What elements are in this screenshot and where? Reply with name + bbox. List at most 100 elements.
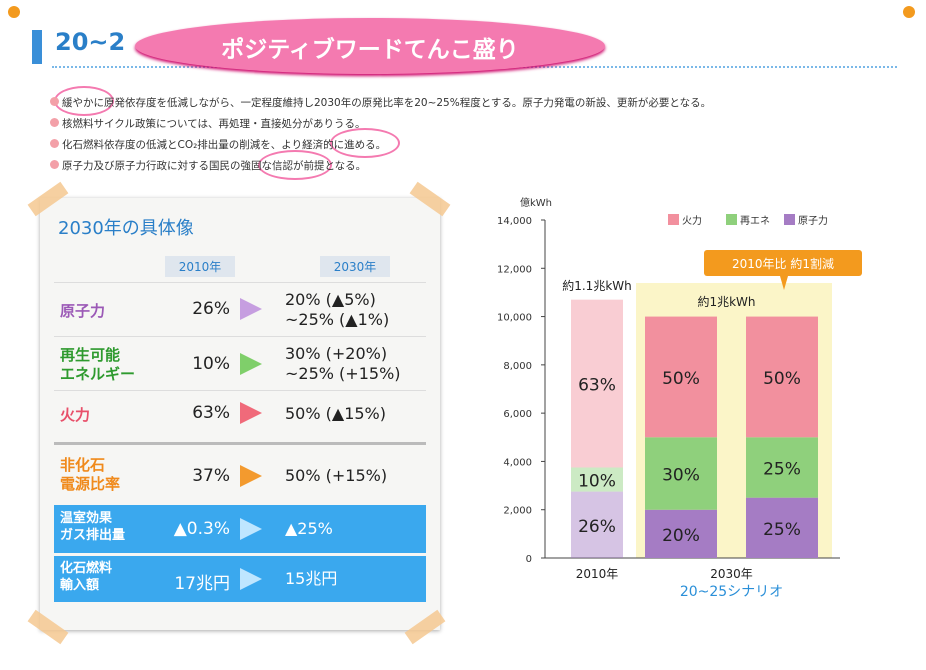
annotation: 約1兆kWh [697, 294, 755, 309]
legend-swatch [726, 214, 737, 225]
row-sep [54, 442, 426, 445]
bar-segment [571, 299, 623, 468]
value-2030: 50% (▲15%) [285, 404, 420, 424]
arrow [240, 402, 262, 424]
bar-segment [746, 316, 818, 438]
bar-segment [746, 437, 818, 498]
y-tick-label: 12,000 [497, 264, 532, 275]
segment-label: 10% [578, 472, 616, 492]
value-2010: 10% [192, 354, 230, 374]
bar-segment [645, 509, 717, 558]
y-tick-label: 4,000 [503, 457, 532, 468]
title-mark [32, 30, 42, 64]
value-line: ~25% (+15%) [285, 364, 401, 383]
label-line: 化石燃料 [60, 561, 113, 576]
row-label: 再生可能 エネルギー [60, 346, 135, 384]
y-tick-label: 6,000 [503, 409, 532, 420]
legend-swatch [784, 214, 795, 225]
y-tick-label: 10,000 [497, 313, 532, 324]
arrow [240, 568, 262, 590]
scenario-label: 20~25シナリオ [680, 584, 783, 600]
header-cell: 2010年 [165, 256, 235, 277]
row-sep [54, 282, 426, 283]
bubble-text: ポジティブワードてんこ盛り [221, 37, 519, 63]
row-sep [54, 336, 426, 337]
segment-label: 20% [662, 526, 700, 546]
row-label: 原子力 [60, 302, 105, 321]
segment-label: 63% [578, 376, 616, 396]
arrow [240, 465, 262, 487]
bar-segment [645, 437, 717, 510]
label-line: 電源比率 [60, 475, 121, 493]
bullet: 緩やかに原発依存度を低減しながら、一定程度維持し2030年の原発比率を20~25… [49, 97, 712, 109]
row-label: 非化石 電源比率 [60, 456, 120, 494]
card-title: 2030年の具体像 [58, 218, 194, 239]
label-line: 再生可能 [60, 346, 121, 364]
arrow [240, 353, 262, 375]
y-tick-label: 14,000 [497, 216, 532, 227]
value-line: 15兆円 [285, 569, 338, 588]
y-tick-label: 8,000 [503, 361, 532, 372]
value-line: 50% (▲15%) [285, 404, 386, 423]
value-line: 30% (+20%) [285, 344, 388, 363]
value-2030: 50% (+15%) [285, 466, 420, 486]
arrow [240, 518, 262, 540]
x-tick-label: 2030年 [710, 567, 753, 581]
value-2010: 17兆円 [174, 574, 230, 594]
highlight-circle [258, 150, 332, 180]
value-2010: ▲0.3% [173, 519, 230, 539]
row-label: 化石燃料 輸入額 [60, 560, 112, 594]
annotation: 約1.1兆kWh [562, 278, 632, 293]
y-axis-label: 億kWh [520, 196, 552, 209]
value-2010: 63% [192, 403, 230, 423]
legend-label: 火力 [682, 214, 702, 227]
segment-label: 50% [662, 369, 700, 389]
label-line: エネルギー [60, 365, 136, 383]
segment-label: 26% [578, 517, 616, 537]
callout-box [704, 250, 862, 276]
value-line: ~25% (▲1%) [285, 310, 390, 329]
segment-label: 30% [662, 466, 700, 486]
segment-label: 25% [763, 520, 801, 540]
corner-dot [8, 6, 20, 18]
highlight-circle [330, 128, 400, 158]
value-2030: ▲25% [285, 519, 420, 539]
label-line: 輸入額 [60, 578, 100, 593]
label-line: ガス排出量 [60, 528, 126, 543]
label-line: 温室効果 [60, 511, 113, 526]
arrow [240, 298, 262, 320]
value-2030: 20% (▲5%) ~25% (▲1%) [285, 290, 420, 330]
value-2010: 37% [192, 466, 230, 486]
legend-label: 再エネ [740, 215, 770, 227]
row-label: 火力 [60, 406, 90, 425]
bar-segment [645, 316, 717, 438]
summary-card: 2030年の具体像 2010年 2030年 原子力 26% 20% (▲5%) ~… [40, 198, 440, 630]
page-title: 20~2 [55, 28, 126, 56]
bullet: 核燃料サイクル政策については、再処理・直接処分がありうる。 [49, 118, 366, 130]
value-2010: 26% [192, 299, 230, 319]
header-cell: 2030年 [320, 256, 390, 277]
bullet: 原子力及び原子力行政に対する国民の強固な信認が前提となる。 [49, 160, 367, 172]
segment-label: 50% [763, 369, 801, 389]
corner-dot [903, 6, 915, 18]
callout-tail [780, 276, 788, 290]
label-line: 火力 [60, 406, 91, 424]
legend-swatch [668, 214, 679, 225]
callout-text: 2010年比 約1割減 [732, 256, 834, 271]
bullet: 化石燃料依存度の低減とCO₂排出量の削減を、より経済的に進める。 [49, 139, 387, 151]
value-2030: 15兆円 [285, 569, 420, 589]
speech-bubble [135, 18, 605, 74]
segment-label: 25% [763, 459, 801, 479]
label-line: 非化石 [60, 456, 106, 474]
value-line: 20% (▲5%) [285, 290, 376, 309]
value-line: ▲25% [285, 519, 333, 538]
value-line: 50% (+15%) [285, 466, 388, 485]
y-tick-label: 2,000 [503, 506, 532, 517]
legend-label: 原子力 [798, 214, 828, 227]
row-label: 温室効果 ガス排出量 [60, 510, 125, 544]
value-2030: 30% (+20%) ~25% (+15%) [285, 344, 420, 384]
x-tick-label: 2010年 [576, 567, 619, 581]
bar-segment [746, 497, 818, 558]
